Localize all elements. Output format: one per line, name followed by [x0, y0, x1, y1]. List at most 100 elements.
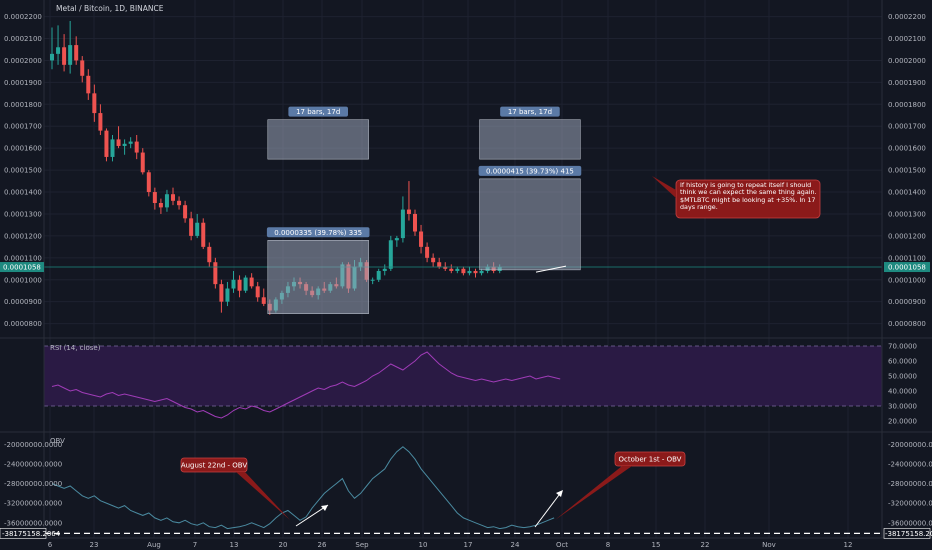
candle-body[interactable]	[134, 141, 139, 153]
candle-body[interactable]	[225, 288, 230, 302]
candle-body[interactable]	[479, 270, 484, 274]
time-tick-label: 15	[652, 541, 661, 549]
range-label: 0.0000415 (39.73%) 415	[486, 167, 574, 175]
rsi-band	[44, 346, 882, 406]
candle-body[interactable]	[74, 45, 79, 61]
candle-body[interactable]	[171, 194, 175, 201]
price-tick-right: 0.0000900	[888, 298, 926, 306]
price-tick-right: 0.0001400	[888, 189, 926, 197]
candle-body[interactable]	[116, 139, 121, 146]
candle-body[interactable]	[183, 205, 188, 219]
candle-body[interactable]	[56, 47, 61, 54]
candle-body[interactable]	[255, 286, 260, 298]
candle-body[interactable]	[431, 257, 436, 263]
time-tick-label: 12	[844, 541, 853, 549]
price-tick-right: 0.0001800	[888, 101, 926, 109]
rsi-pane[interactable]	[44, 345, 882, 419]
obv-pane[interactable]	[44, 446, 882, 535]
candle-body[interactable]	[261, 297, 266, 304]
time-tick-label: 10	[419, 541, 428, 549]
candle-body[interactable]	[219, 284, 224, 302]
price-tick-right: 0.0001200	[888, 232, 926, 240]
range-label-box	[266, 227, 370, 238]
candle-body[interactable]	[128, 141, 133, 144]
rsi-line[interactable]	[51, 351, 561, 419]
candle-body[interactable]	[201, 222, 206, 247]
price-tick-left: 0.0001500	[4, 167, 42, 175]
obv-line[interactable]	[51, 446, 555, 530]
note-fo: If history is going to repeat itself I s…	[680, 182, 817, 211]
candle-body[interactable]	[249, 277, 254, 287]
rsi-tick-label: 60.0000	[888, 358, 917, 366]
time-tick-label: 24	[511, 541, 520, 549]
arrow-left	[295, 504, 329, 527]
range-label: 17 bars, 17d	[296, 108, 340, 116]
range-box[interactable]	[267, 119, 369, 160]
obv-tick-left: -20000000.0000	[4, 441, 62, 449]
candle-body[interactable]	[50, 53, 54, 61]
candle-body[interactable]	[443, 266, 448, 269]
candle-body[interactable]	[164, 194, 169, 208]
candle-body[interactable]	[437, 262, 442, 267]
candle-body[interactable]	[104, 130, 109, 157]
candle-body[interactable]	[388, 240, 393, 269]
obv-tick-left: -28000000.0000	[4, 480, 62, 488]
price-pane[interactable]: 17 bars, 17d 17 bars, 17d 0.0000335 (39.78…	[44, 20, 882, 315]
price-tick-left: 0.0001600	[4, 145, 42, 153]
range-box[interactable]	[479, 119, 581, 160]
callout-left-box[interactable]	[180, 457, 248, 473]
candle-body[interactable]	[400, 209, 405, 239]
candle-body[interactable]	[140, 152, 145, 173]
candle-body[interactable]	[473, 270, 478, 274]
candle-body[interactable]	[146, 172, 151, 193]
candle-body[interactable]	[406, 209, 411, 214]
price-tick-left: 0.0001700	[4, 123, 42, 131]
price-tick-left: 0.0001400	[4, 189, 42, 197]
callout-right-box[interactable]	[614, 451, 686, 467]
range-label: 17 bars, 17d	[508, 108, 552, 116]
obv-label: OBV	[50, 437, 65, 445]
candle-body[interactable]	[394, 238, 399, 241]
price-tick-left: 0.0001200	[4, 232, 42, 240]
note-box[interactable]	[675, 179, 821, 219]
time-tick-label: 6	[48, 541, 53, 549]
callouts[interactable]: August 22nd - OBV October 1st - OBV If h…	[180, 176, 821, 528]
candle-body[interactable]	[122, 143, 127, 146]
range-box[interactable]	[479, 178, 581, 271]
candle-body[interactable]	[382, 268, 387, 271]
candle-body[interactable]	[92, 93, 97, 114]
candle-body[interactable]	[455, 268, 460, 271]
time-tick-label: Aug	[147, 541, 161, 549]
candle-body[interactable]	[207, 246, 212, 263]
candle-body[interactable]	[152, 192, 157, 203]
candle-body[interactable]	[189, 218, 194, 236]
candle-body[interactable]	[413, 213, 417, 232]
candle-body[interactable]	[158, 202, 163, 208]
candle-body[interactable]	[62, 47, 67, 65]
candle-body[interactable]	[243, 277, 248, 291]
candle-body[interactable]	[86, 75, 91, 94]
candle-body[interactable]	[237, 279, 242, 291]
candle-body[interactable]	[425, 246, 430, 258]
candle-body[interactable]	[370, 279, 375, 281]
obv-last-badge-left	[0, 528, 47, 539]
candle-body[interactable]	[449, 268, 454, 271]
candle-body[interactable]	[213, 262, 218, 285]
candle-body[interactable]	[110, 139, 115, 157]
price-tick-left: 0.0001800	[4, 101, 42, 109]
candle-body[interactable]	[177, 200, 182, 206]
candle-body[interactable]	[467, 270, 472, 274]
candle-body[interactable]	[68, 45, 73, 65]
candle-body[interactable]	[231, 279, 236, 289]
candle-body[interactable]	[80, 60, 85, 76]
candle-body[interactable]	[195, 222, 200, 236]
rsi-tick-label: 30.0000	[888, 403, 917, 411]
callout-left-pointer	[236, 472, 290, 520]
candle-body[interactable]	[419, 231, 424, 247]
candle-body[interactable]	[98, 113, 103, 131]
candle-body[interactable]	[376, 270, 381, 280]
candle-body[interactable]	[461, 268, 466, 274]
chart-title: Metal / Bitcoin, 1D, BINANCE	[56, 4, 164, 13]
range-box[interactable]	[267, 240, 369, 314]
